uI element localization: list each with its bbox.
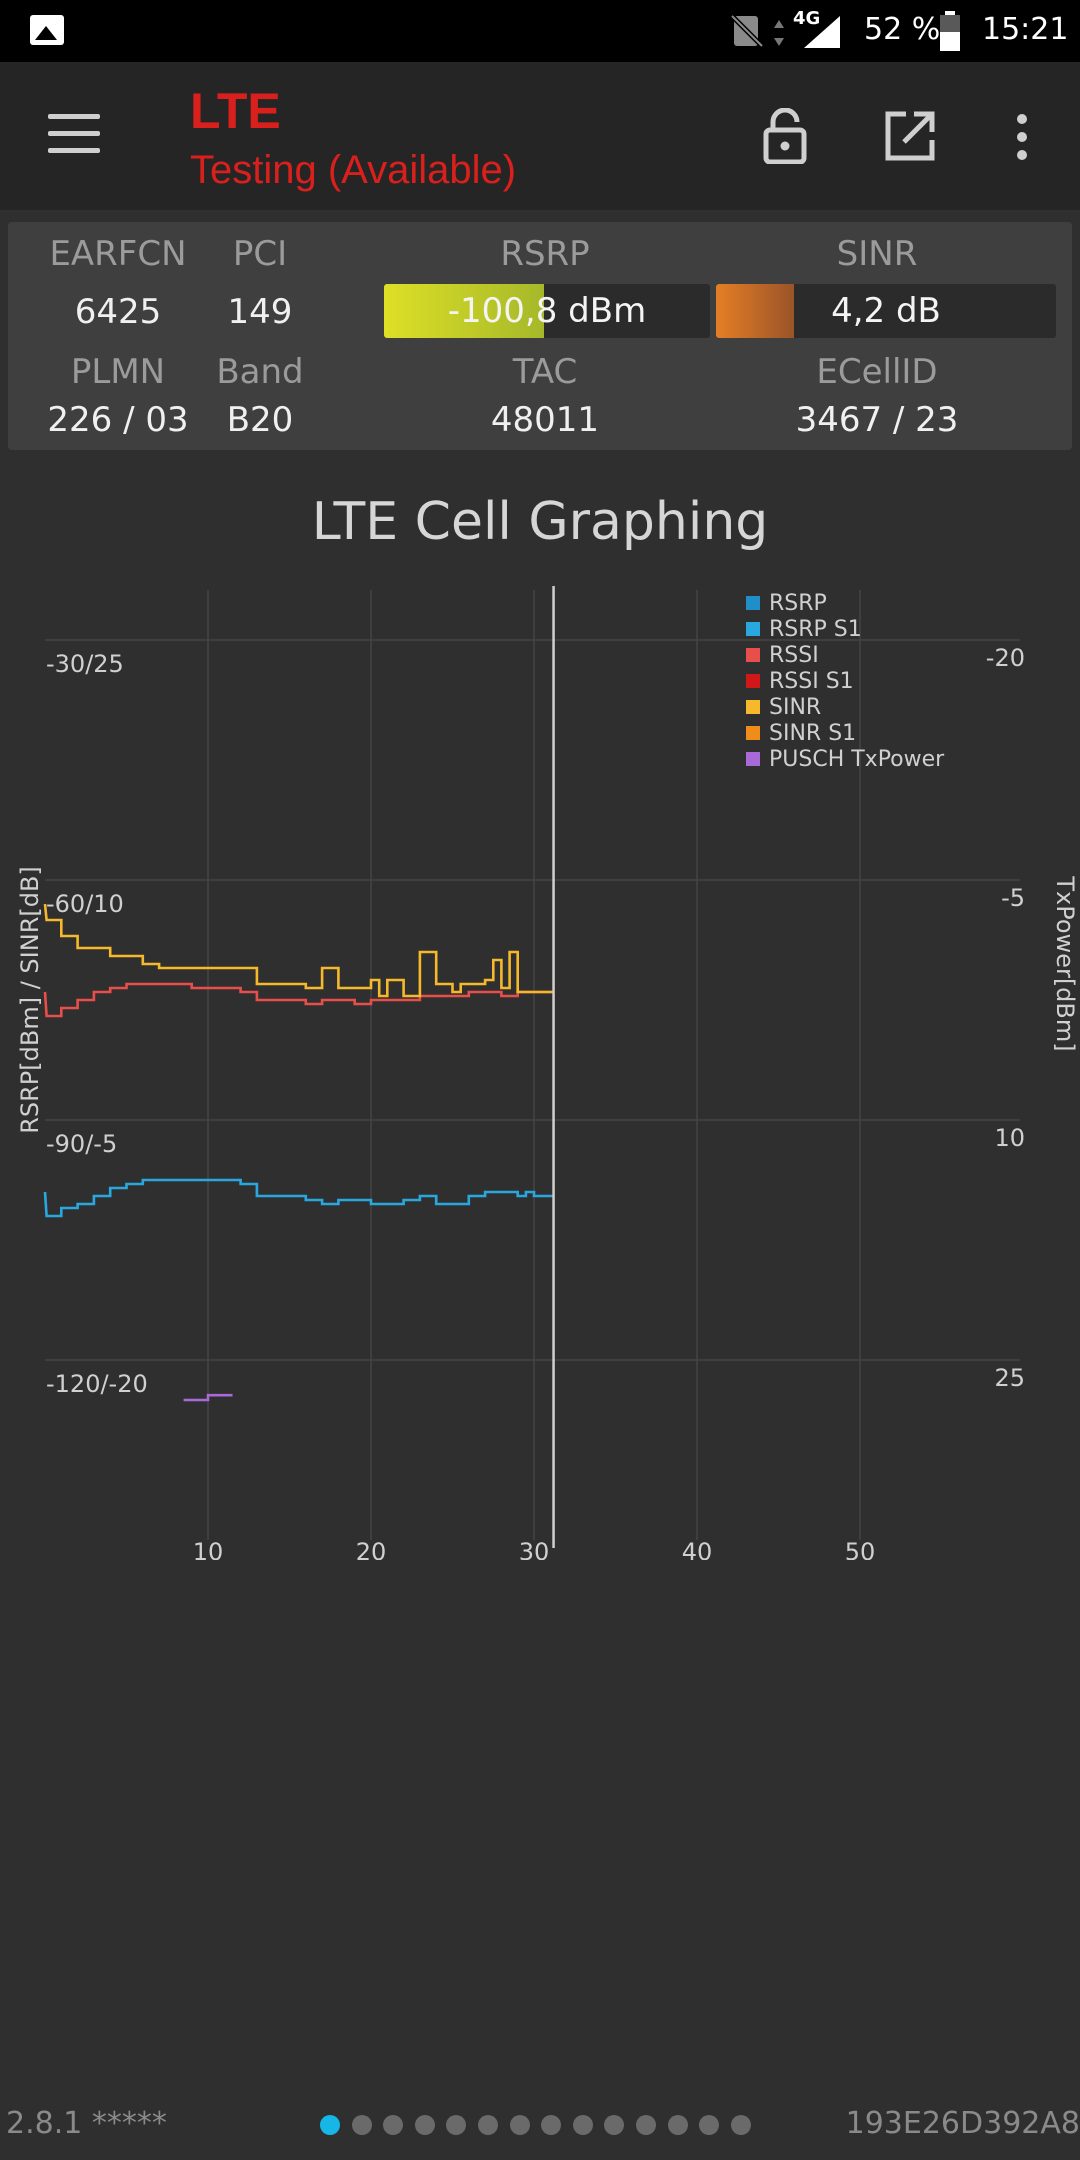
- chart-title: LTE Cell Graphing: [311, 492, 769, 552]
- sinr-bar: 4,2 dB: [716, 284, 1056, 338]
- plmn-label: PLMN: [70, 352, 166, 392]
- x-tick-label: 10: [193, 1538, 224, 1560]
- ecellid-label: ECellID: [816, 352, 938, 392]
- band-value: B20: [226, 400, 294, 440]
- y-tick-label-right: 10: [994, 1124, 1025, 1152]
- y-tick-label-left: -90/-5: [46, 1130, 117, 1158]
- page-dot[interactable]: [477, 2114, 498, 2135]
- page-dot[interactable]: [541, 2114, 562, 2135]
- tac-value: 48011: [490, 400, 600, 440]
- y-tick-label-left: -120/-20: [46, 1370, 148, 1398]
- page-dot[interactable]: [730, 2114, 751, 2135]
- legend-swatch: [746, 752, 760, 766]
- lock-open-icon[interactable]: [760, 108, 810, 164]
- no-sim-icon: [730, 14, 764, 48]
- y-tick-label-left: -30/25: [46, 650, 124, 678]
- signal-icon: [804, 16, 840, 48]
- app-bar: LTE Testing (Available): [0, 62, 1080, 210]
- open-external-icon[interactable]: [884, 110, 936, 162]
- y-axis-label-left: RSRP[dBm] / SINR[dB]: [16, 866, 44, 1134]
- device-id: 193E26D392A8: [845, 2106, 1080, 2141]
- legend-swatch: [746, 700, 760, 714]
- legend-label: PUSCH TxPower: [769, 747, 945, 772]
- y-tick-label-left: -60/10: [46, 890, 124, 918]
- app-version: 2.8.1 *****: [6, 2106, 167, 2141]
- legend-swatch: [746, 726, 760, 740]
- network-type: 4G: [793, 8, 821, 29]
- page-subtitle: Testing (Available): [190, 148, 517, 192]
- x-tick-label: 30: [519, 1538, 550, 1560]
- earfcn-value: 6425: [74, 292, 162, 332]
- page-dot[interactable]: [446, 2114, 467, 2135]
- page-indicator[interactable]: [320, 2114, 762, 2138]
- page-dot[interactable]: [509, 2114, 530, 2135]
- cell-info-panel: EARFCN PCI RSRP SINR 6425 149 -100,8 dBm…: [8, 222, 1072, 450]
- series-pusch-txpower: [183, 1393, 233, 1402]
- page-dot[interactable]: [572, 2114, 593, 2135]
- more-options-icon[interactable]: [1010, 112, 1034, 162]
- page-dot[interactable]: [414, 2114, 435, 2135]
- rsrp-label: RSRP: [500, 234, 590, 274]
- rsrp-bar: -100,8 dBm: [384, 284, 710, 338]
- plmn-value: 226 / 03: [47, 400, 189, 440]
- x-tick-label: 50: [845, 1538, 876, 1560]
- battery-icon: [940, 11, 960, 51]
- sinr-value: 4,2 dB: [831, 291, 941, 331]
- sinr-bar-fill: [716, 284, 795, 338]
- menu-icon[interactable]: [48, 114, 100, 154]
- rsrp-bar-fill: [384, 284, 544, 338]
- sinr-label: SINR: [836, 234, 918, 274]
- earfcn-label: EARFCN: [49, 234, 187, 274]
- x-tick-label: 20: [356, 1538, 387, 1560]
- legend-label: RSSI S1: [769, 669, 854, 694]
- pci-label: PCI: [232, 234, 288, 274]
- x-tick-label: 40: [682, 1538, 713, 1560]
- battery-percent: 52 %: [864, 12, 941, 47]
- series-sinr: [43, 903, 554, 998]
- page-dot[interactable]: [604, 2114, 625, 2135]
- page-dot[interactable]: [635, 2114, 656, 2135]
- lte-cell-chart[interactable]: 10 20 30 40 50 -30/25 -60/10 -90/-5 -120/-20 -20 -…: [0, 560, 1080, 1560]
- page-dot[interactable]: [320, 2114, 340, 2135]
- ecellid-value: 3467 / 23: [795, 400, 959, 440]
- legend-swatch: [746, 674, 760, 688]
- legend-label: SINR S1: [769, 721, 856, 746]
- y-tick-label-right: -20: [986, 644, 1025, 672]
- y-axis-label-right: TxPower[dBm]: [1051, 875, 1079, 1051]
- data-activity-icon: [774, 20, 784, 46]
- legend-swatch: [746, 622, 760, 636]
- legend-swatch: [746, 648, 760, 662]
- legend-swatch: [746, 596, 760, 610]
- tac-label: TAC: [512, 352, 578, 392]
- page-dot[interactable]: [383, 2114, 404, 2135]
- y-tick-label-right: 25: [994, 1364, 1025, 1392]
- series-rsrp: [43, 1178, 554, 1218]
- rsrp-value: -100,8 dBm: [447, 291, 647, 331]
- y-tick-label-right: -5: [1001, 884, 1025, 912]
- legend-label: RSRP: [769, 591, 827, 616]
- legend-label: SINR: [769, 695, 821, 720]
- legend-label: RSSI: [769, 643, 819, 668]
- status-bar: 4G 52 % 15:21: [0, 0, 1080, 62]
- legend-label: RSRP S1: [769, 617, 862, 642]
- gallery-notification-icon: [30, 15, 64, 45]
- page-title: LTE: [190, 83, 281, 139]
- clock: 15:21: [982, 12, 1069, 47]
- page-dot[interactable]: [351, 2114, 372, 2135]
- band-label: Band: [216, 352, 304, 392]
- series-rssi: [43, 982, 554, 1018]
- page-dot[interactable]: [699, 2114, 720, 2135]
- pci-value: 149: [227, 292, 293, 332]
- page-dot[interactable]: [667, 2114, 688, 2135]
